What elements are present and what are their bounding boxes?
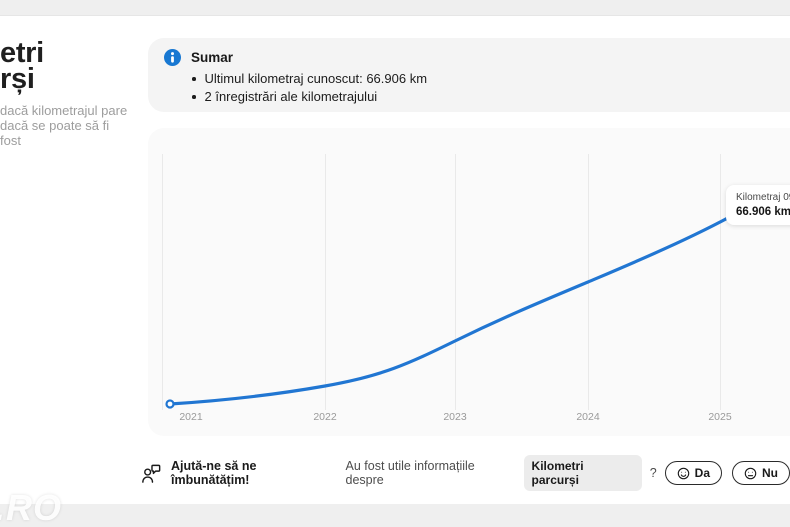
bottom-footer-strip bbox=[0, 504, 790, 527]
x-tick-2025: 2025 bbox=[708, 411, 732, 423]
plot-left-edge-line bbox=[162, 154, 163, 410]
feedback-question-mark: ? bbox=[649, 466, 657, 480]
x-tick-2024: 2024 bbox=[576, 411, 600, 423]
feedback-prompt-bold: Ajută-ne să ne îmbunătățim! bbox=[171, 459, 257, 487]
summary-title: Sumar bbox=[191, 50, 234, 65]
feedback-no-label: Nu bbox=[762, 466, 779, 480]
feedback-topic-chip: Kilometri parcurși bbox=[523, 455, 642, 491]
summary-item: Ultimul kilometraj cunoscut: 66.906 km bbox=[192, 71, 790, 87]
page-description-line2: dacă se poate să fi fost bbox=[0, 118, 110, 148]
x-tick-2021: 2021 bbox=[179, 411, 203, 423]
bullet-dot bbox=[192, 95, 196, 99]
feedback-prompt-text: Au fost utile informațiile despre bbox=[345, 459, 475, 487]
page-title-line1: etri bbox=[0, 37, 44, 69]
first-record-marker bbox=[165, 399, 175, 409]
summary-item-text: Ultimul kilometraj cunoscut: 66.906 km bbox=[204, 71, 428, 86]
section-header: etri rși dacă kilometrajul pare dacă se … bbox=[0, 37, 132, 149]
top-divider-strip bbox=[0, 0, 790, 16]
summary-card: Sumar Ultimul kilometraj cunoscut: 66.90… bbox=[148, 38, 790, 112]
summary-item: 2 înregistrări ale kilometrajului bbox=[192, 89, 790, 105]
chart-tooltip: Kilometraj 09.202 66.906 km bbox=[726, 185, 790, 225]
summary-item-text: 2 înregistrări ale kilometrajului bbox=[204, 89, 378, 104]
gridline-2025 bbox=[720, 154, 721, 410]
neutral-face-icon bbox=[744, 467, 757, 480]
feedback-person-icon bbox=[140, 462, 163, 485]
page-description: dacă kilometrajul pare dacă se poate să … bbox=[0, 103, 132, 148]
page-title: etri rși bbox=[0, 37, 132, 95]
info-icon bbox=[164, 49, 181, 66]
mileage-curve bbox=[168, 211, 739, 406]
x-tick-2023: 2023 bbox=[443, 411, 467, 423]
tooltip-km-value: 66.906 km bbox=[736, 206, 790, 218]
bullet-dot bbox=[192, 77, 196, 81]
tooltip-date-label: Kilometraj 09.202 bbox=[736, 192, 790, 203]
summary-list: Ultimul kilometraj cunoscut: 66.906 km 2… bbox=[192, 71, 790, 105]
feedback-yes-label: Da bbox=[694, 466, 711, 480]
gridline-2022 bbox=[325, 154, 326, 410]
site-watermark: .RO bbox=[0, 487, 63, 527]
mileage-line-chart[interactable] bbox=[148, 128, 790, 436]
page-title-line2: rși bbox=[0, 63, 35, 95]
page-description-line1: dacă kilometrajul pare bbox=[0, 103, 128, 118]
feedback-no-button[interactable]: Nu bbox=[732, 461, 790, 485]
x-tick-2022: 2022 bbox=[313, 411, 337, 423]
feedback-bar: Ajută-ne să ne îmbunătățim! Au fost util… bbox=[140, 455, 790, 491]
gridline-2023 bbox=[455, 154, 456, 410]
mileage-chart-card: 2021 2022 2023 2024 2025 Kilometraj 09.2… bbox=[148, 128, 790, 436]
smiley-face-icon bbox=[677, 467, 690, 480]
feedback-yes-button[interactable]: Da bbox=[664, 461, 723, 485]
